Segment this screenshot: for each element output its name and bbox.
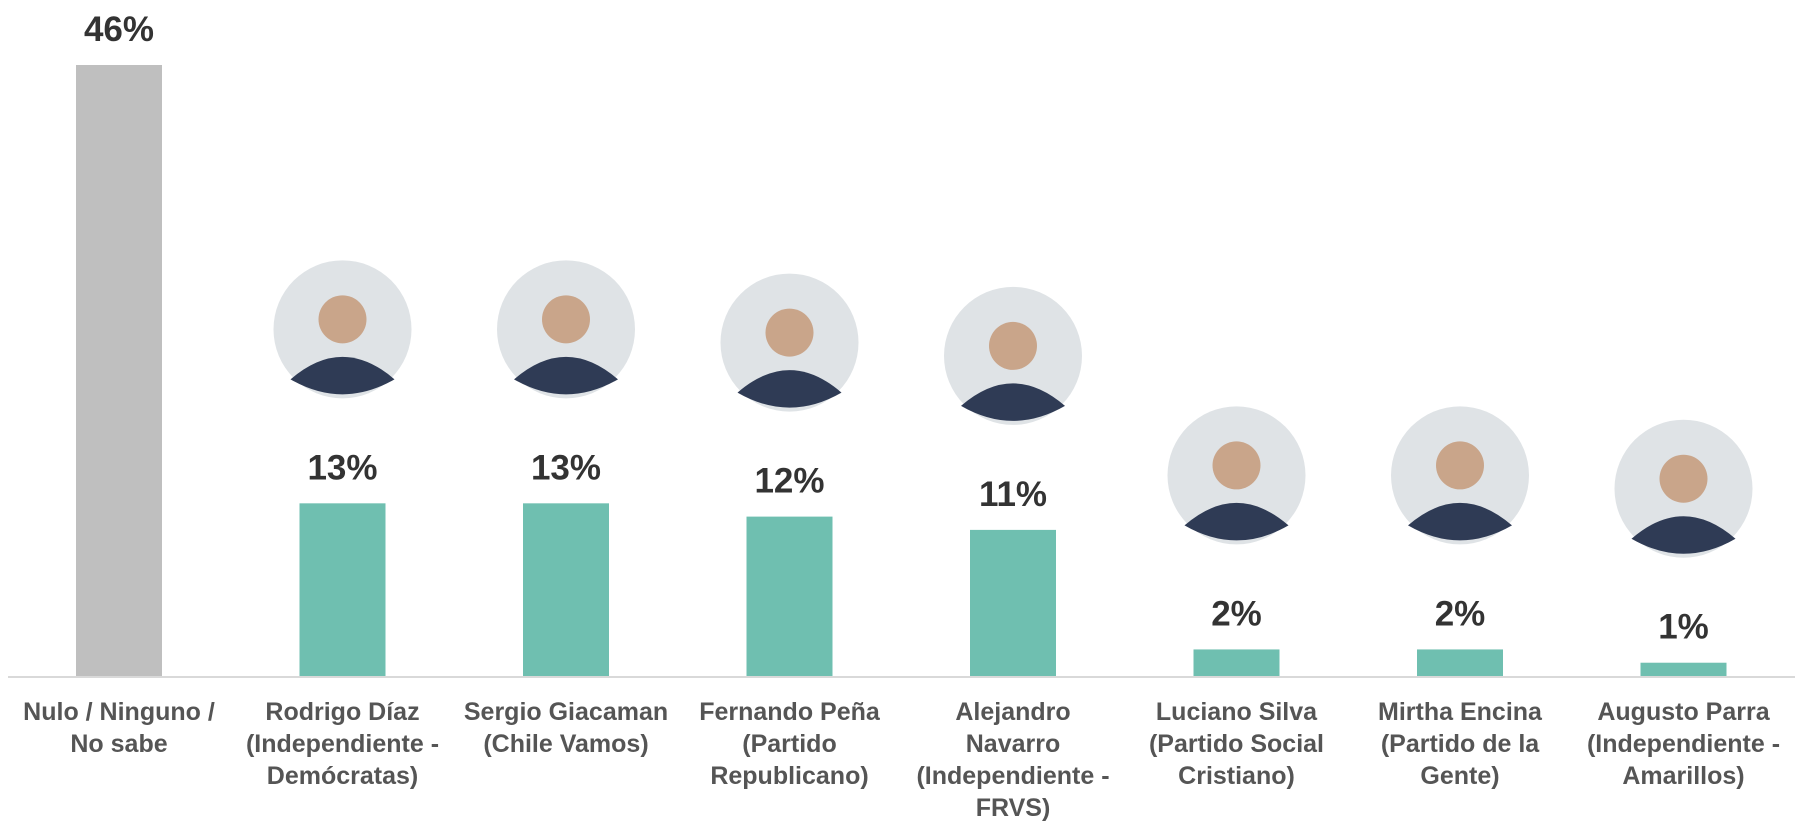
value-label: 11% [979, 475, 1047, 514]
photo-body [961, 383, 1065, 421]
photo-head [765, 308, 814, 357]
photo-head [1436, 441, 1484, 490]
bar [746, 516, 833, 676]
value-label: 12% [754, 462, 824, 501]
bar [1193, 649, 1280, 676]
photo-body [514, 356, 618, 395]
bar [299, 503, 386, 676]
photo-head [1212, 441, 1261, 490]
bar [970, 529, 1056, 676]
photo-body [1184, 502, 1289, 541]
x-tick-label: Nulo / Ninguno / No sabe [23, 698, 215, 758]
bar [523, 503, 609, 676]
photo-body [1408, 502, 1512, 541]
bar [76, 65, 162, 676]
value-label: 2% [1435, 594, 1486, 633]
x-tick-label: Luciano Silva (Partido Social Cristiano) [1148, 698, 1325, 790]
photo-body [737, 370, 842, 408]
value-label: 2% [1211, 594, 1262, 633]
value-label: 1% [1658, 608, 1709, 647]
value-label: 13% [531, 448, 601, 487]
photo-body [290, 356, 395, 395]
photo-body [1631, 516, 1736, 554]
bar [1640, 662, 1727, 676]
photo-head [989, 321, 1037, 370]
photo-head [318, 295, 367, 344]
x-tick-label: Mirtha Encina (Partido de la Gente) [1378, 698, 1542, 790]
x-tick-label: Rodrigo Díaz (Independiente - Demócratas… [245, 698, 440, 790]
x-tick-label: Augusto Parra (Independiente - Amarillos… [1586, 698, 1781, 790]
value-label: 13% [307, 448, 377, 487]
value-label: 46% [84, 10, 154, 49]
x-tick-label: Alejandro Navarro (Independiente - FRVS) [916, 698, 1110, 822]
photo-head [1659, 454, 1708, 503]
x-tick-label: Fernando Peña (Partido Republicano) [699, 698, 880, 790]
x-tick-label: Sergio Giacaman (Chile Vamos) [463, 698, 669, 758]
photo-head [542, 295, 590, 344]
bar [1417, 649, 1503, 676]
